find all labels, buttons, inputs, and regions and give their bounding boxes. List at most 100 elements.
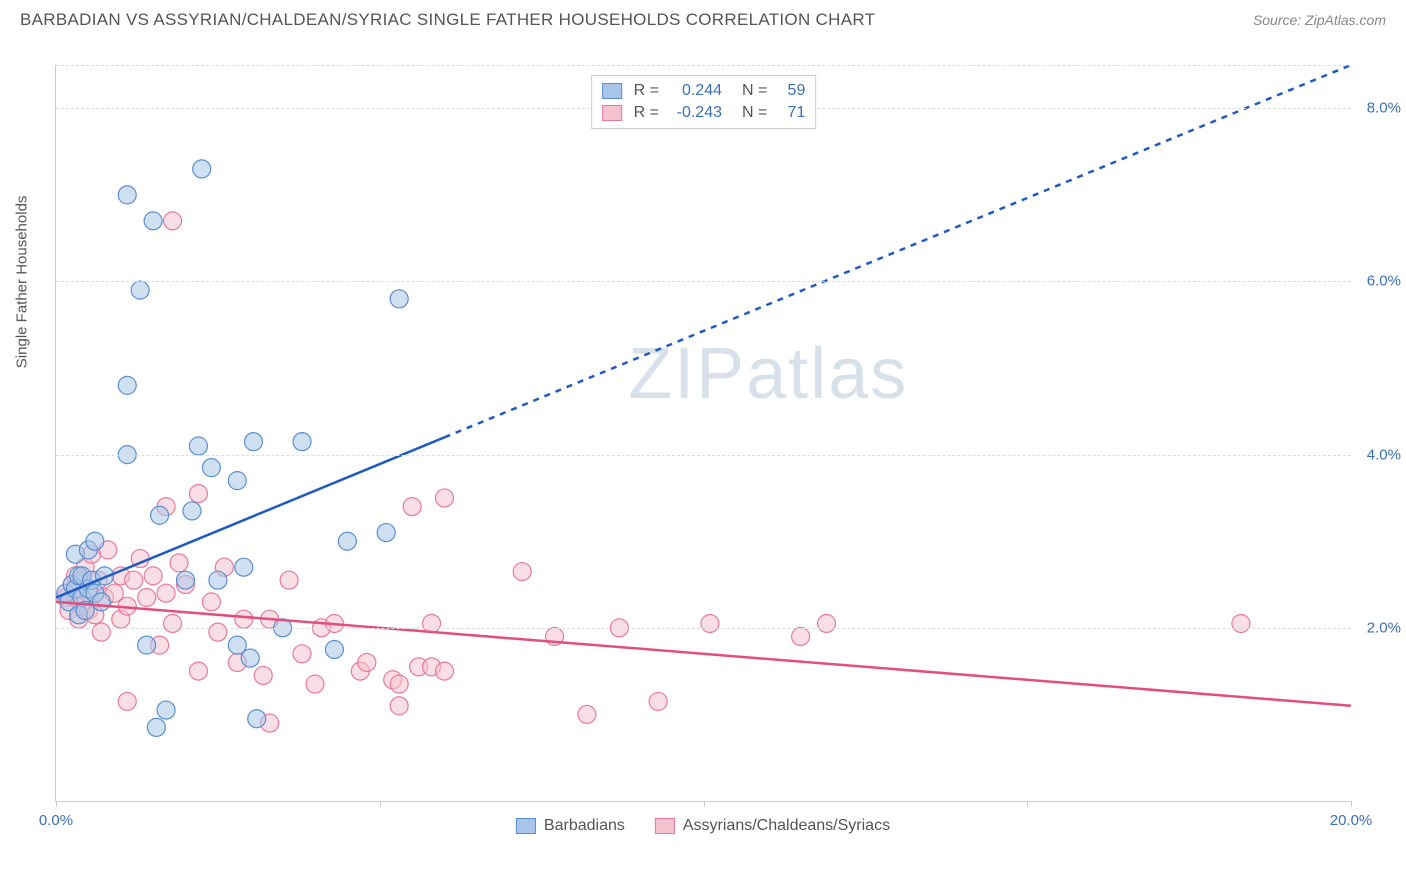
scatter-point	[649, 692, 667, 710]
r-value-pink: -0.243	[667, 104, 722, 122]
scatter-point	[164, 212, 182, 230]
scatter-point	[189, 485, 207, 503]
ytick-label: 4.0%	[1367, 446, 1401, 463]
scatter-point	[701, 614, 719, 632]
n-value-pink: 71	[775, 104, 805, 122]
xtick-mark	[704, 801, 705, 807]
scatter-point	[125, 571, 143, 589]
scatter-point	[147, 718, 165, 736]
xtick-mark	[56, 801, 57, 807]
legend-label-pink: Assyrians/Chaldeans/Syriacs	[683, 817, 890, 835]
scatter-point	[325, 640, 343, 658]
n-value-blue: 59	[775, 82, 805, 100]
r-label: R =	[634, 104, 659, 122]
scatter-point	[193, 160, 211, 178]
stats-row-blue: R = 0.244 N = 59	[602, 80, 806, 102]
n-label: N =	[742, 82, 767, 100]
ytick-label: 6.0%	[1367, 273, 1401, 290]
scatter-point	[131, 281, 149, 299]
scatter-point	[157, 584, 175, 602]
scatter-point	[1232, 614, 1250, 632]
scatter-point	[151, 506, 169, 524]
scatter-point	[144, 212, 162, 230]
trend-line	[445, 65, 1352, 437]
scatter-point	[118, 186, 136, 204]
scatter-point	[436, 662, 454, 680]
scatter-point	[209, 571, 227, 589]
scatter-point	[293, 433, 311, 451]
xtick-label: 0.0%	[39, 812, 73, 829]
scatter-point	[244, 433, 262, 451]
scatter-point	[189, 437, 207, 455]
scatter-point	[118, 376, 136, 394]
scatter-point	[403, 498, 421, 516]
scatter-point	[254, 666, 272, 684]
scatter-point	[423, 614, 441, 632]
scatter-point	[377, 524, 395, 542]
stats-legend: R = 0.244 N = 59 R = -0.243 N = 71	[591, 75, 817, 129]
scatter-point	[86, 532, 104, 550]
scatter-point	[390, 697, 408, 715]
swatch-pink-icon	[602, 105, 622, 121]
scatter-point	[170, 554, 188, 572]
scatter-point	[177, 571, 195, 589]
scatter-point	[209, 623, 227, 641]
xtick-mark	[1351, 801, 1352, 807]
scatter-point	[578, 705, 596, 723]
legend-label-blue: Barbadians	[544, 817, 625, 835]
n-label: N =	[742, 104, 767, 122]
xtick-mark	[1027, 801, 1028, 807]
scatter-point	[338, 532, 356, 550]
scatter-point	[248, 710, 266, 728]
gridline-h	[56, 281, 1351, 282]
plot-area: R = 0.244 N = 59 R = -0.243 N = 71 ZIPat…	[55, 65, 1351, 802]
ytick-label: 2.0%	[1367, 619, 1401, 636]
scatter-point	[228, 472, 246, 490]
y-axis-label: Single Father Households	[14, 196, 31, 369]
gridline-h	[56, 628, 1351, 629]
scatter-point	[235, 558, 253, 576]
scatter-point	[390, 675, 408, 693]
swatch-pink-icon	[655, 818, 675, 834]
source-attribution: Source: ZipAtlas.com	[1253, 12, 1386, 28]
scatter-point	[164, 614, 182, 632]
legend-item-blue: Barbadians	[516, 817, 625, 835]
scatter-point	[202, 459, 220, 477]
scatter-point	[390, 290, 408, 308]
scatter-point	[792, 627, 810, 645]
stats-row-pink: R = -0.243 N = 71	[602, 102, 806, 124]
legend-item-pink: Assyrians/Chaldeans/Syriacs	[655, 817, 890, 835]
scatter-point	[280, 571, 298, 589]
plot-svg	[56, 65, 1351, 801]
scatter-point	[436, 489, 454, 507]
scatter-point	[241, 649, 259, 667]
scatter-point	[513, 563, 531, 581]
scatter-point	[818, 614, 836, 632]
swatch-blue-icon	[602, 83, 622, 99]
scatter-point	[92, 593, 110, 611]
chart-title: BARBADIAN VS ASSYRIAN/CHALDEAN/SYRIAC SI…	[20, 10, 875, 30]
scatter-point	[138, 636, 156, 654]
scatter-point	[92, 623, 110, 641]
scatter-point	[157, 701, 175, 719]
swatch-blue-icon	[516, 818, 536, 834]
scatter-point	[202, 593, 220, 611]
ytick-label: 8.0%	[1367, 100, 1401, 117]
gridline-h	[56, 455, 1351, 456]
chart-container: R = 0.244 N = 59 R = -0.243 N = 71 ZIPat…	[55, 50, 1351, 837]
xtick-label: 20.0%	[1330, 812, 1373, 829]
scatter-point	[183, 502, 201, 520]
scatter-point	[138, 589, 156, 607]
r-value-blue: 0.244	[667, 82, 722, 100]
bottom-legend: Barbadians Assyrians/Chaldeans/Syriacs	[516, 817, 890, 835]
gridline-h	[56, 65, 1351, 66]
scatter-point	[118, 692, 136, 710]
scatter-point	[189, 662, 207, 680]
scatter-point	[306, 675, 324, 693]
scatter-point	[293, 645, 311, 663]
scatter-point	[144, 567, 162, 585]
r-label: R =	[634, 82, 659, 100]
scatter-point	[358, 653, 376, 671]
scatter-point	[235, 610, 253, 628]
xtick-mark	[380, 801, 381, 807]
